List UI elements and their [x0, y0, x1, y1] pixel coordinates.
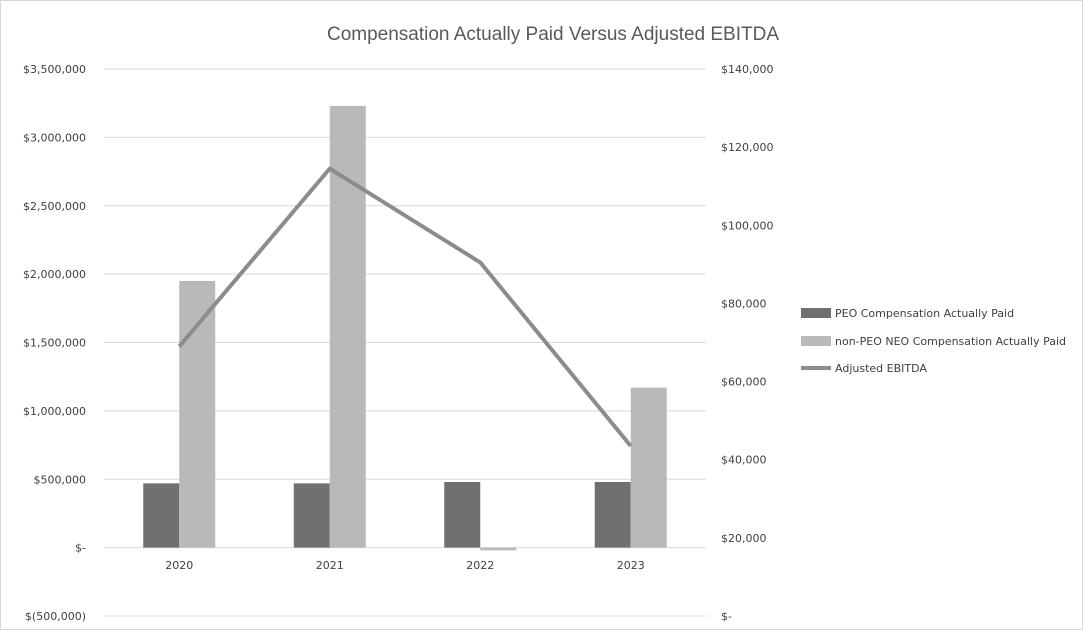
- right-tick-label: $140,000: [721, 63, 774, 76]
- bar-non-peo-neo-compensation-actually-paid-2020: [179, 280, 216, 548]
- right-tick-label: $40,000: [721, 454, 767, 467]
- right-tick-label: $100,000: [721, 219, 774, 232]
- left-tick-label: $3,000,000: [23, 131, 86, 144]
- right-tick-label: $20,000: [721, 532, 767, 545]
- x-tick-label: 2020: [165, 559, 193, 572]
- legend-swatch-non-peo-neo-compensation-actually-paid: [801, 336, 831, 346]
- x-tick-label: 2022: [466, 559, 494, 572]
- bar-peo-compensation-actually-paid-2023: [594, 481, 631, 548]
- left-tick-label: $-: [75, 542, 86, 555]
- left-tick-label: $3,500,000: [23, 63, 86, 76]
- x-tick-label: 2021: [316, 559, 344, 572]
- bar-peo-compensation-actually-paid-2020: [143, 483, 180, 548]
- right-axis-ticks: $140,000 $120,000 $100,000 $80,000 $60,000 $4…: [721, 63, 774, 623]
- left-tick-label: $2,500,000: [23, 200, 86, 213]
- legend-label-non-peo-neo-compensation-actually-paid: non-PEO NEO Compensation Actually Paid: [835, 335, 1066, 348]
- left-tick-label: $(500,000): [25, 610, 86, 623]
- right-tick-label: $80,000: [721, 297, 767, 310]
- legend-label-peo-compensation-actually-paid: PEO Compensation Actually Paid: [835, 307, 1014, 320]
- bar-non-peo-neo-compensation-actually-paid-2022: [480, 547, 517, 551]
- legend: PEO Compensation Actually Paid non-PEO NE…: [801, 307, 1066, 375]
- left-tick-label: $1,500,000: [23, 337, 86, 350]
- left-tick-label: $2,000,000: [23, 268, 86, 281]
- x-tick-label: 2023: [617, 559, 645, 572]
- bar-non-peo-neo-compensation-actually-paid-2023: [630, 387, 667, 548]
- ebitda-line-group: [177, 166, 633, 448]
- legend-swatch-peo-compensation-actually-paid: [801, 308, 831, 318]
- legend-label-adjusted-ebitda: Adjusted EBITDA: [835, 362, 927, 375]
- chart-title: Compensation Actually Paid Versus Adjust…: [327, 24, 779, 45]
- left-axis-ticks: $3,500,000 $3,000,000 $2,500,000 $2,000,000…: [23, 63, 86, 623]
- left-tick-label: $1,000,000: [23, 405, 86, 418]
- right-tick-label: $120,000: [721, 141, 774, 154]
- bar-peo-compensation-actually-paid-2022: [444, 481, 481, 548]
- x-axis-ticks: 2020 2021 2022 2023: [165, 559, 645, 572]
- bars: [143, 105, 667, 551]
- right-tick-label: $60,000: [721, 376, 767, 389]
- line-adjusted-ebitda: [177, 166, 633, 448]
- bar-peo-compensation-actually-paid-2021: [293, 483, 330, 548]
- left-tick-label: $500,000: [34, 473, 87, 486]
- right-tick-label: $-: [721, 610, 732, 623]
